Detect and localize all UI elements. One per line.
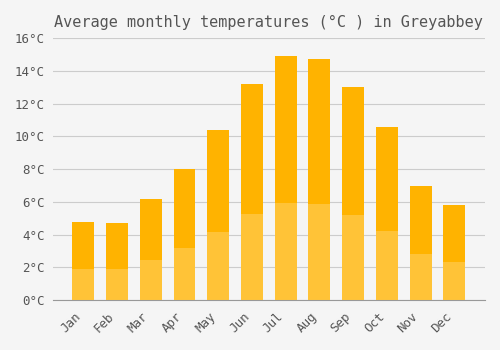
Bar <box>376 127 398 300</box>
Bar <box>376 231 398 300</box>
Bar <box>174 248 196 300</box>
Bar <box>106 270 128 300</box>
Bar <box>342 87 364 300</box>
Bar <box>342 215 364 300</box>
Bar <box>410 254 432 300</box>
Bar <box>140 260 162 300</box>
Bar <box>72 269 94 300</box>
Bar <box>106 223 128 300</box>
Bar <box>207 130 229 300</box>
Bar <box>410 186 432 300</box>
Bar <box>308 60 330 300</box>
Bar <box>241 214 263 300</box>
Bar <box>444 262 466 300</box>
Bar <box>207 232 229 300</box>
Bar <box>274 203 296 300</box>
Bar <box>174 169 196 300</box>
Bar <box>308 204 330 300</box>
Bar <box>72 222 94 300</box>
Bar <box>444 205 466 300</box>
Title: Average monthly temperatures (°C ) in Greyabbey: Average monthly temperatures (°C ) in Gr… <box>54 15 484 30</box>
Bar <box>140 199 162 300</box>
Bar <box>241 84 263 300</box>
Bar <box>274 56 296 300</box>
